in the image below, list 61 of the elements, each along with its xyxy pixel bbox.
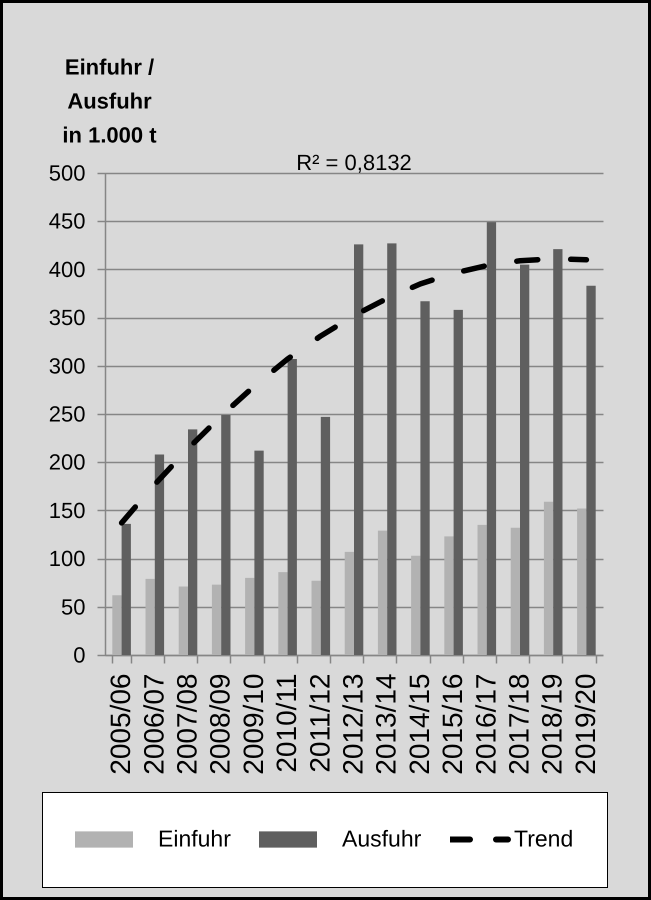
bar: [254, 450, 264, 655]
x-tick-label: 2006/07: [138, 674, 170, 775]
bar: [122, 524, 131, 655]
bar: [411, 556, 420, 655]
x-tick-label: 2015/16: [437, 674, 468, 775]
bar: [454, 310, 463, 655]
y-tick-label: 450: [48, 208, 86, 234]
y-tick-label: 0: [73, 642, 86, 668]
bar: [188, 429, 198, 655]
y-tick-label: 50: [61, 594, 86, 620]
bar: [520, 264, 530, 655]
bar: [478, 524, 487, 655]
x-tick-label: 2010/11: [271, 674, 302, 773]
x-tick-label: 2008/09: [204, 674, 236, 775]
y-axis-title: Einfuhr / Ausfuhr in 1.000 t: [62, 54, 158, 148]
x-tick-label: 2009/10: [238, 674, 269, 775]
bar: [510, 528, 520, 655]
bar: [344, 552, 354, 655]
bar: [387, 243, 396, 655]
bar: [320, 416, 330, 655]
x-tick-label: 2018/19: [536, 674, 568, 775]
y-tick-label: 350: [48, 305, 86, 330]
bar: [586, 286, 596, 655]
y-tick-label: 250: [48, 402, 86, 426]
x-tick-label: 2013/14: [370, 674, 402, 775]
bar: [420, 301, 430, 655]
bar: [221, 414, 230, 655]
y-tick-label: 300: [48, 353, 86, 378]
x-tick-label: 2019/20: [570, 674, 601, 775]
bar: [553, 249, 562, 655]
y-tick-label: 500: [48, 160, 86, 186]
bar: [278, 572, 288, 655]
x-tick-label: 2014/15: [404, 674, 435, 775]
x-tick-label: 2005/06: [105, 674, 136, 775]
bar: [354, 244, 364, 655]
y-tick-label: 150: [48, 498, 86, 523]
y-tick-label: 100: [48, 546, 86, 572]
x-tick-label: 2012/13: [338, 674, 368, 775]
x-tick-label: 2007/08: [172, 674, 202, 775]
bar: [577, 508, 586, 655]
legend-label: Ausfuhr: [342, 826, 422, 852]
bar: [146, 578, 155, 655]
bar: [288, 359, 297, 655]
bar: [312, 580, 321, 655]
annotation: R² = 0,8132: [296, 150, 412, 175]
x-tick-label: 2017/18: [504, 674, 534, 775]
bar: [212, 584, 222, 655]
bar: [486, 222, 496, 655]
bar: [178, 586, 188, 655]
bar: [378, 530, 388, 655]
y-tick-label: 200: [48, 450, 86, 475]
bar: [154, 454, 164, 655]
x-tick-label: 2011/12: [304, 674, 336, 773]
x-tick-label: 2016/17: [470, 674, 502, 775]
bar: [112, 595, 122, 655]
y-tick-label: 400: [48, 256, 86, 282]
bar: [544, 502, 554, 655]
bar: [245, 578, 254, 655]
bar: [444, 536, 454, 655]
legend-label: Einfuhr: [158, 826, 232, 852]
legend-label: Trend: [514, 826, 574, 852]
